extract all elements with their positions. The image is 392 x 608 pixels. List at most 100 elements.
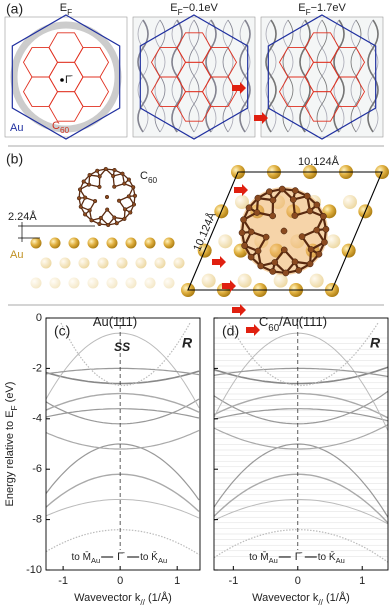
c60-top-atom [289,196,297,203]
c60-label: C60 [140,170,158,185]
y-axis-label: Energy relative to EF (eV) [4,382,19,507]
direction-label-main: to K̄ [318,550,336,563]
c60-atom [126,177,132,182]
direction-label: to K̄Au [140,550,167,565]
direction-label-main: to K̄ [140,550,158,563]
c60-top-atom [282,269,290,277]
au-atom [30,237,42,249]
band [60,322,191,387]
c60-lattice [22,32,110,122]
au-atom [273,273,288,288]
c60-atom [122,207,128,212]
au-atom [173,257,185,269]
c60-label: C60 [52,120,70,135]
c60-top-atom [271,259,279,266]
band [46,473,200,513]
band [214,367,388,378]
c60-top-atom [262,233,270,241]
c60-atom [97,184,102,189]
c60-lattice [150,32,238,122]
band-contour [188,19,200,133]
au-atom [97,257,109,269]
au-atom [78,257,90,269]
band [214,424,388,450]
band [46,332,200,408]
band [46,498,200,519]
panel-label: (a) [6,1,23,17]
c60-atom [122,181,127,186]
red-arrow [222,280,236,292]
c60-top-atom [313,201,321,209]
x-axis-label-main: Wavevector k [74,592,141,604]
direction-label-sub: Au [336,556,345,565]
direction-label-sub: Au [91,556,100,565]
band [214,473,388,524]
au-atom [201,273,216,288]
c60-label-sub: 60 [148,176,158,185]
c60-top-atom [254,194,262,202]
x-axis-label: Wavevector k// (1/Å) [252,591,350,607]
gamma-label: Γ̄ [65,74,73,86]
red-arrow [212,256,226,268]
c60-top-atom [240,216,247,224]
c60-atom [105,207,110,212]
c60-atom [128,210,133,215]
panel-title-rest: −1.7eV [311,2,347,14]
panel-label: (c) [54,323,70,339]
c60-atom [120,171,125,176]
c60-lattice [278,32,366,122]
panel-title-main: E [298,2,305,14]
c60-top-atom [238,229,246,237]
c60-atom [97,221,102,227]
height-label: 2.24Å [8,210,37,223]
c60-atom [97,174,102,179]
panel-title-sub: F [178,8,183,17]
band [214,390,388,425]
c60-cell [329,76,366,107]
c60-top-atom [295,267,302,274]
band [214,366,388,385]
direction-label-main: to M̄ [72,550,91,563]
panel-label: (b) [6,151,23,167]
panel-title-sub: 60 [268,323,279,334]
red-arrow [234,184,248,196]
c60-top-atom [298,233,306,240]
x-axis-label-sub: // [318,598,323,607]
au-atom [106,277,118,289]
au-atom [326,234,341,249]
band [46,367,200,376]
c60-label-sub: 60 [60,126,70,135]
cell-label: 10.124Å [298,155,340,168]
c60-label-main: C [140,170,148,182]
c60-atom [131,202,137,207]
direction-label-main: to M̄ [249,550,268,563]
y-axis-label-rest: (eV) [4,382,16,406]
c60-atom [111,173,116,179]
c60-top-atom [280,227,288,235]
direction-label: to K̄Au [318,550,345,565]
bz-box [4,16,128,138]
c60-atom [112,184,117,189]
gamma-point [60,78,64,82]
c60-atom [132,193,138,198]
c60-atom [126,194,131,199]
panel-title-rest: /Au(111) [279,314,327,329]
band-contour [367,19,379,133]
direction-label: Γ̄ [295,551,303,563]
c60-top-atom [241,242,248,249]
x-tick-label: -1 [228,575,238,587]
bands [46,322,200,556]
c60-top-atom [303,192,311,200]
au-atom [68,277,80,289]
plot-frame [213,317,389,571]
c60-top-atom [291,258,299,266]
panel-title: EF [60,2,72,17]
c60-atom [122,216,127,222]
au-atom [40,257,52,269]
au-atom [135,257,147,269]
x-axis-label-rest: (1/Å) [145,591,172,604]
band [46,408,200,419]
au-atom [154,257,166,269]
au-atom [68,237,80,249]
